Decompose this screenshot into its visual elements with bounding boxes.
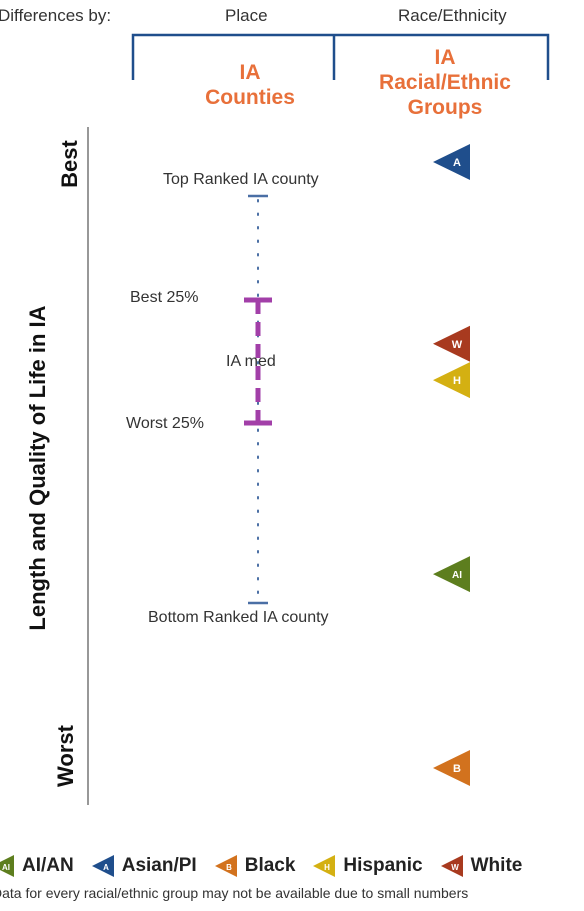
median-label: IA med (226, 353, 276, 370)
top-county-label: Top Ranked IA county (163, 171, 319, 188)
group-marker-letter-white: W (452, 339, 463, 351)
svg-text:A: A (103, 863, 109, 872)
legend-label: Black (244, 855, 296, 876)
groups-title-line2: Racial/Ethnic (379, 71, 511, 94)
legend-item: W White (439, 853, 523, 879)
legend-marker-icon: B (214, 855, 237, 877)
bottom-county-label: Bottom Ranked IA county (148, 609, 329, 626)
place-label: Place (225, 6, 268, 25)
legend-label: Asian/PI (121, 855, 197, 876)
axis-best-label: Best (57, 140, 82, 188)
differences-by-label: Differences by: (0, 6, 112, 25)
legend-marker-icon: W (440, 855, 463, 877)
group-marker-letter-hispanic: H (453, 375, 461, 387)
svg-text:H: H (325, 863, 331, 872)
groups-title-line3: Groups (407, 96, 483, 119)
group-marker-shape-white (433, 325, 470, 362)
legend-marker-icon: A (91, 855, 114, 877)
group-marker-letter-black: B (453, 763, 461, 775)
legend-item: B Black (213, 853, 296, 879)
header-bracket (131, 33, 550, 80)
legend-label: Hispanic (343, 855, 423, 876)
legend-item: H Hispanic (311, 853, 423, 879)
legend: AI AI/AN A Asian/PI B Black H Hispanic W White (0, 853, 584, 879)
group-marker-asian: A (433, 144, 470, 180)
group-marker-hispanic: H (433, 362, 470, 399)
county-iqr-bracket (244, 297, 272, 426)
group-marker-letter-aian: AI (452, 570, 462, 581)
groups-title: IA Racial/Ethnic Groups (355, 45, 535, 120)
axis-title: Length and Quality of Life in IA (25, 305, 50, 631)
group-marker-white: W (433, 325, 470, 362)
svg-text:W: W (451, 863, 459, 872)
race-ethnicity-label: Race/Ethnicity (398, 6, 507, 25)
best25-label: Best 25% (130, 289, 199, 306)
group-marker-shape-hispanic (433, 362, 470, 399)
legend-label: AI/AN (22, 855, 74, 876)
legend-item: AI AI/AN (0, 853, 74, 879)
groups-title-line1: IA (434, 46, 456, 69)
svg-text:B: B (226, 863, 232, 872)
group-marker-black: B (433, 750, 470, 786)
legend-marker-icon: AI (0, 855, 14, 877)
counties-title-line2: Counties (205, 86, 295, 109)
group-marker-shape-asian (433, 144, 470, 180)
counties-title-line1: IA (239, 61, 261, 84)
group-marker-letter-asian: A (453, 157, 461, 169)
counties-title: IA Counties (170, 60, 330, 110)
group-marker-shape-aian (433, 556, 470, 593)
group-marker-shape-black (433, 750, 470, 786)
legend-marker-icon: H (313, 855, 336, 877)
footnote: Data for every racial/ethnic group may n… (0, 885, 469, 901)
legend-label: White (470, 855, 523, 876)
svg-text:AI: AI (2, 863, 10, 872)
group-markers: A W H AI B (433, 144, 470, 786)
axis-worst-label: Worst (53, 725, 78, 787)
worst25-label: Worst 25% (126, 415, 204, 432)
group-marker-aian: AI (433, 556, 470, 593)
legend-item: A Asian/PI (90, 853, 197, 879)
